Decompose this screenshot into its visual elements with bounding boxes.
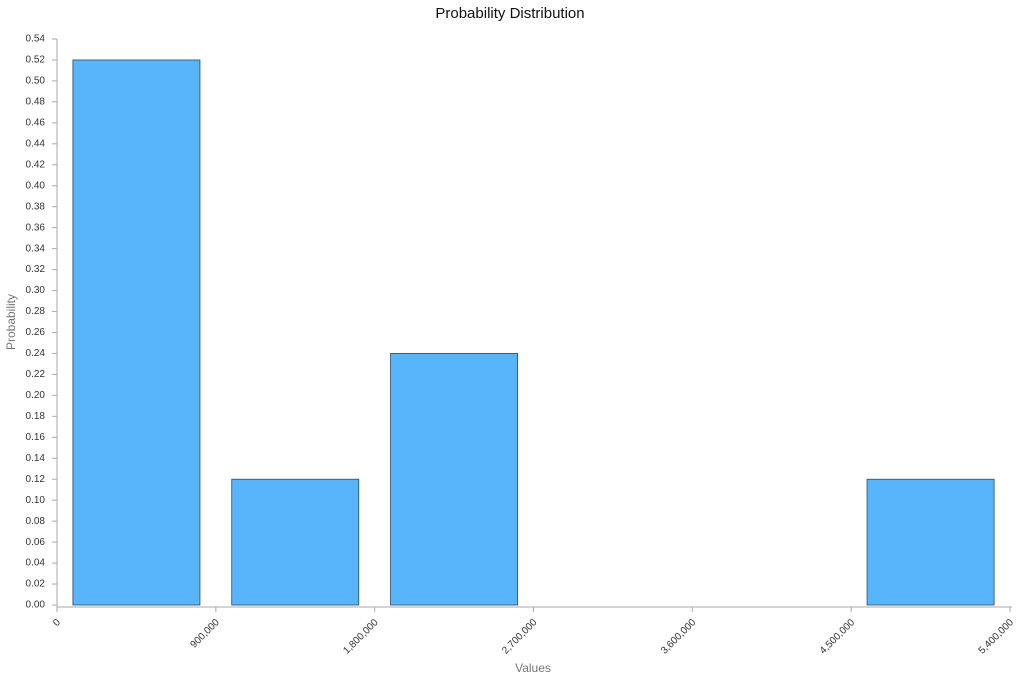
y-tick-label: 0.04 xyxy=(26,558,46,569)
y-tick-label: 0.28 xyxy=(26,306,46,317)
chart-title: Probability Distribution xyxy=(435,5,584,22)
y-tick-label: 0.46 xyxy=(26,117,46,128)
y-tick-label: 0.20 xyxy=(26,390,46,401)
x-axis-label: Values xyxy=(515,661,551,675)
y-tick-label: 0.50 xyxy=(26,76,46,87)
y-tick-label: 0.24 xyxy=(26,348,46,359)
y-tick-label: 0.12 xyxy=(26,474,46,485)
x-tick-label: 900,000 xyxy=(188,617,222,651)
y-tick-label: 0.40 xyxy=(26,180,46,191)
bar xyxy=(866,478,995,606)
x-tick-label: 3,600,000 xyxy=(659,617,699,657)
x-tick-label: 1,800,000 xyxy=(341,617,381,657)
y-tick-label: 0.14 xyxy=(26,453,46,464)
bar xyxy=(231,478,360,606)
y-tick-label: 0.10 xyxy=(26,495,46,506)
y-tick-label: 0.02 xyxy=(26,579,46,590)
y-tick-label: 0.06 xyxy=(26,537,46,548)
x-tick-label: 0 xyxy=(51,617,63,629)
y-tick-label: 0.00 xyxy=(26,600,46,611)
bar xyxy=(390,353,519,606)
y-tick-label: 0.48 xyxy=(26,97,46,108)
y-tick-label: 0.18 xyxy=(26,411,46,422)
y-tick-label: 0.34 xyxy=(26,243,46,254)
y-tick-label: 0.32 xyxy=(26,264,46,275)
y-tick-label: 0.52 xyxy=(26,55,46,66)
x-tick-label: 5,400,000 xyxy=(977,617,1017,657)
x-tick-label: 4,500,000 xyxy=(818,617,858,657)
y-tick-label: 0.42 xyxy=(26,159,46,170)
bar xyxy=(72,59,201,606)
y-axis-label: Probability xyxy=(4,294,18,350)
y-tick-label: 0.54 xyxy=(26,34,46,45)
y-tick-label: 0.22 xyxy=(26,369,46,380)
y-tick-label: 0.30 xyxy=(26,285,46,296)
y-tick-label: 0.08 xyxy=(26,516,46,527)
y-tick-label: 0.44 xyxy=(26,138,46,149)
y-tick-label: 0.26 xyxy=(26,327,46,338)
y-tick-label: 0.38 xyxy=(26,201,46,212)
y-tick-label: 0.36 xyxy=(26,222,46,233)
x-tick-label: 2,700,000 xyxy=(500,617,540,657)
y-tick-label: 0.16 xyxy=(26,432,46,443)
